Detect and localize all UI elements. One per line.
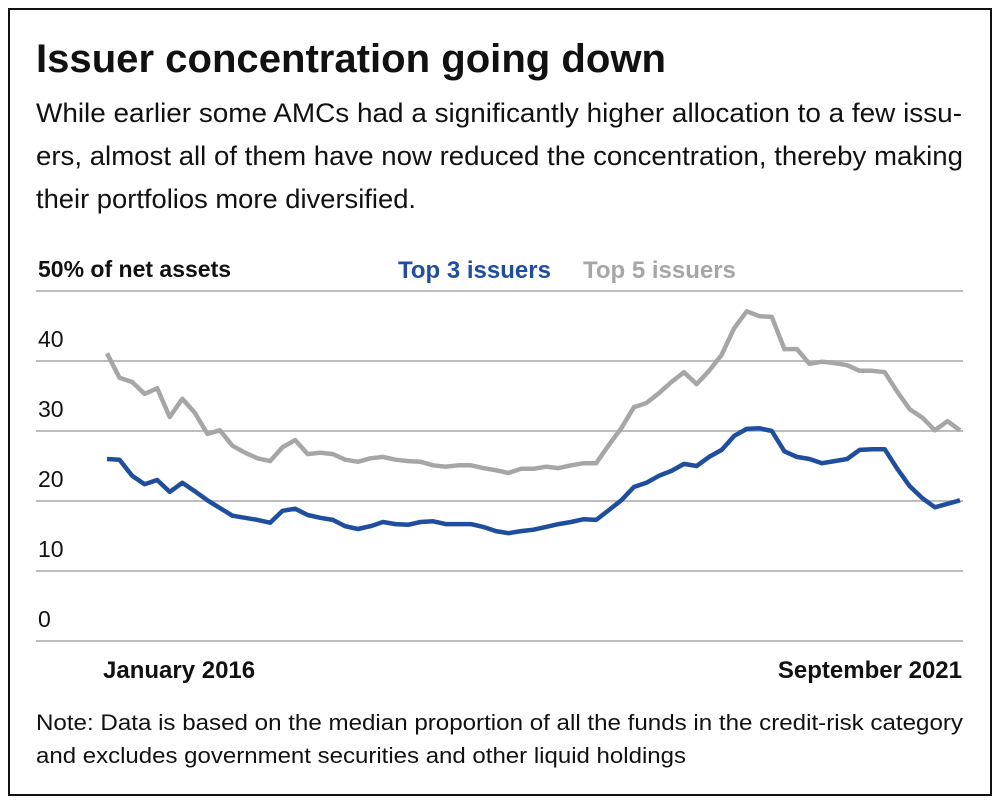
note-line: and excludes government securities and o… [36,743,686,768]
x-tick-label: January 2016 [103,657,255,684]
legend-entry: Top 5 issuers [583,257,736,284]
y-tick-label: 30 [38,396,64,422]
x-tick-label: September 2021 [778,657,962,684]
y-tick-label: 50% of net assets [38,256,231,282]
subtitle-line: While earlier some AMCs had a significan… [36,98,962,128]
frame [8,8,992,796]
y-tick-label: 10 [38,536,64,562]
chart-title: Issuer concentration going down [36,37,666,81]
note-line: Note: Data is based on the median propor… [36,710,963,735]
y-tick-label: 20 [38,466,64,492]
subtitle-line: their portfolios more diversified. [36,184,416,214]
series-line [106,425,961,536]
series-line [104,309,962,476]
subtitle-line: ers, almost all of them have now reduced… [36,141,963,171]
legend-entry: Top 3 issuers [398,257,551,284]
y-tick-label: 40 [38,326,64,352]
y-tick-label: 0 [38,606,51,632]
